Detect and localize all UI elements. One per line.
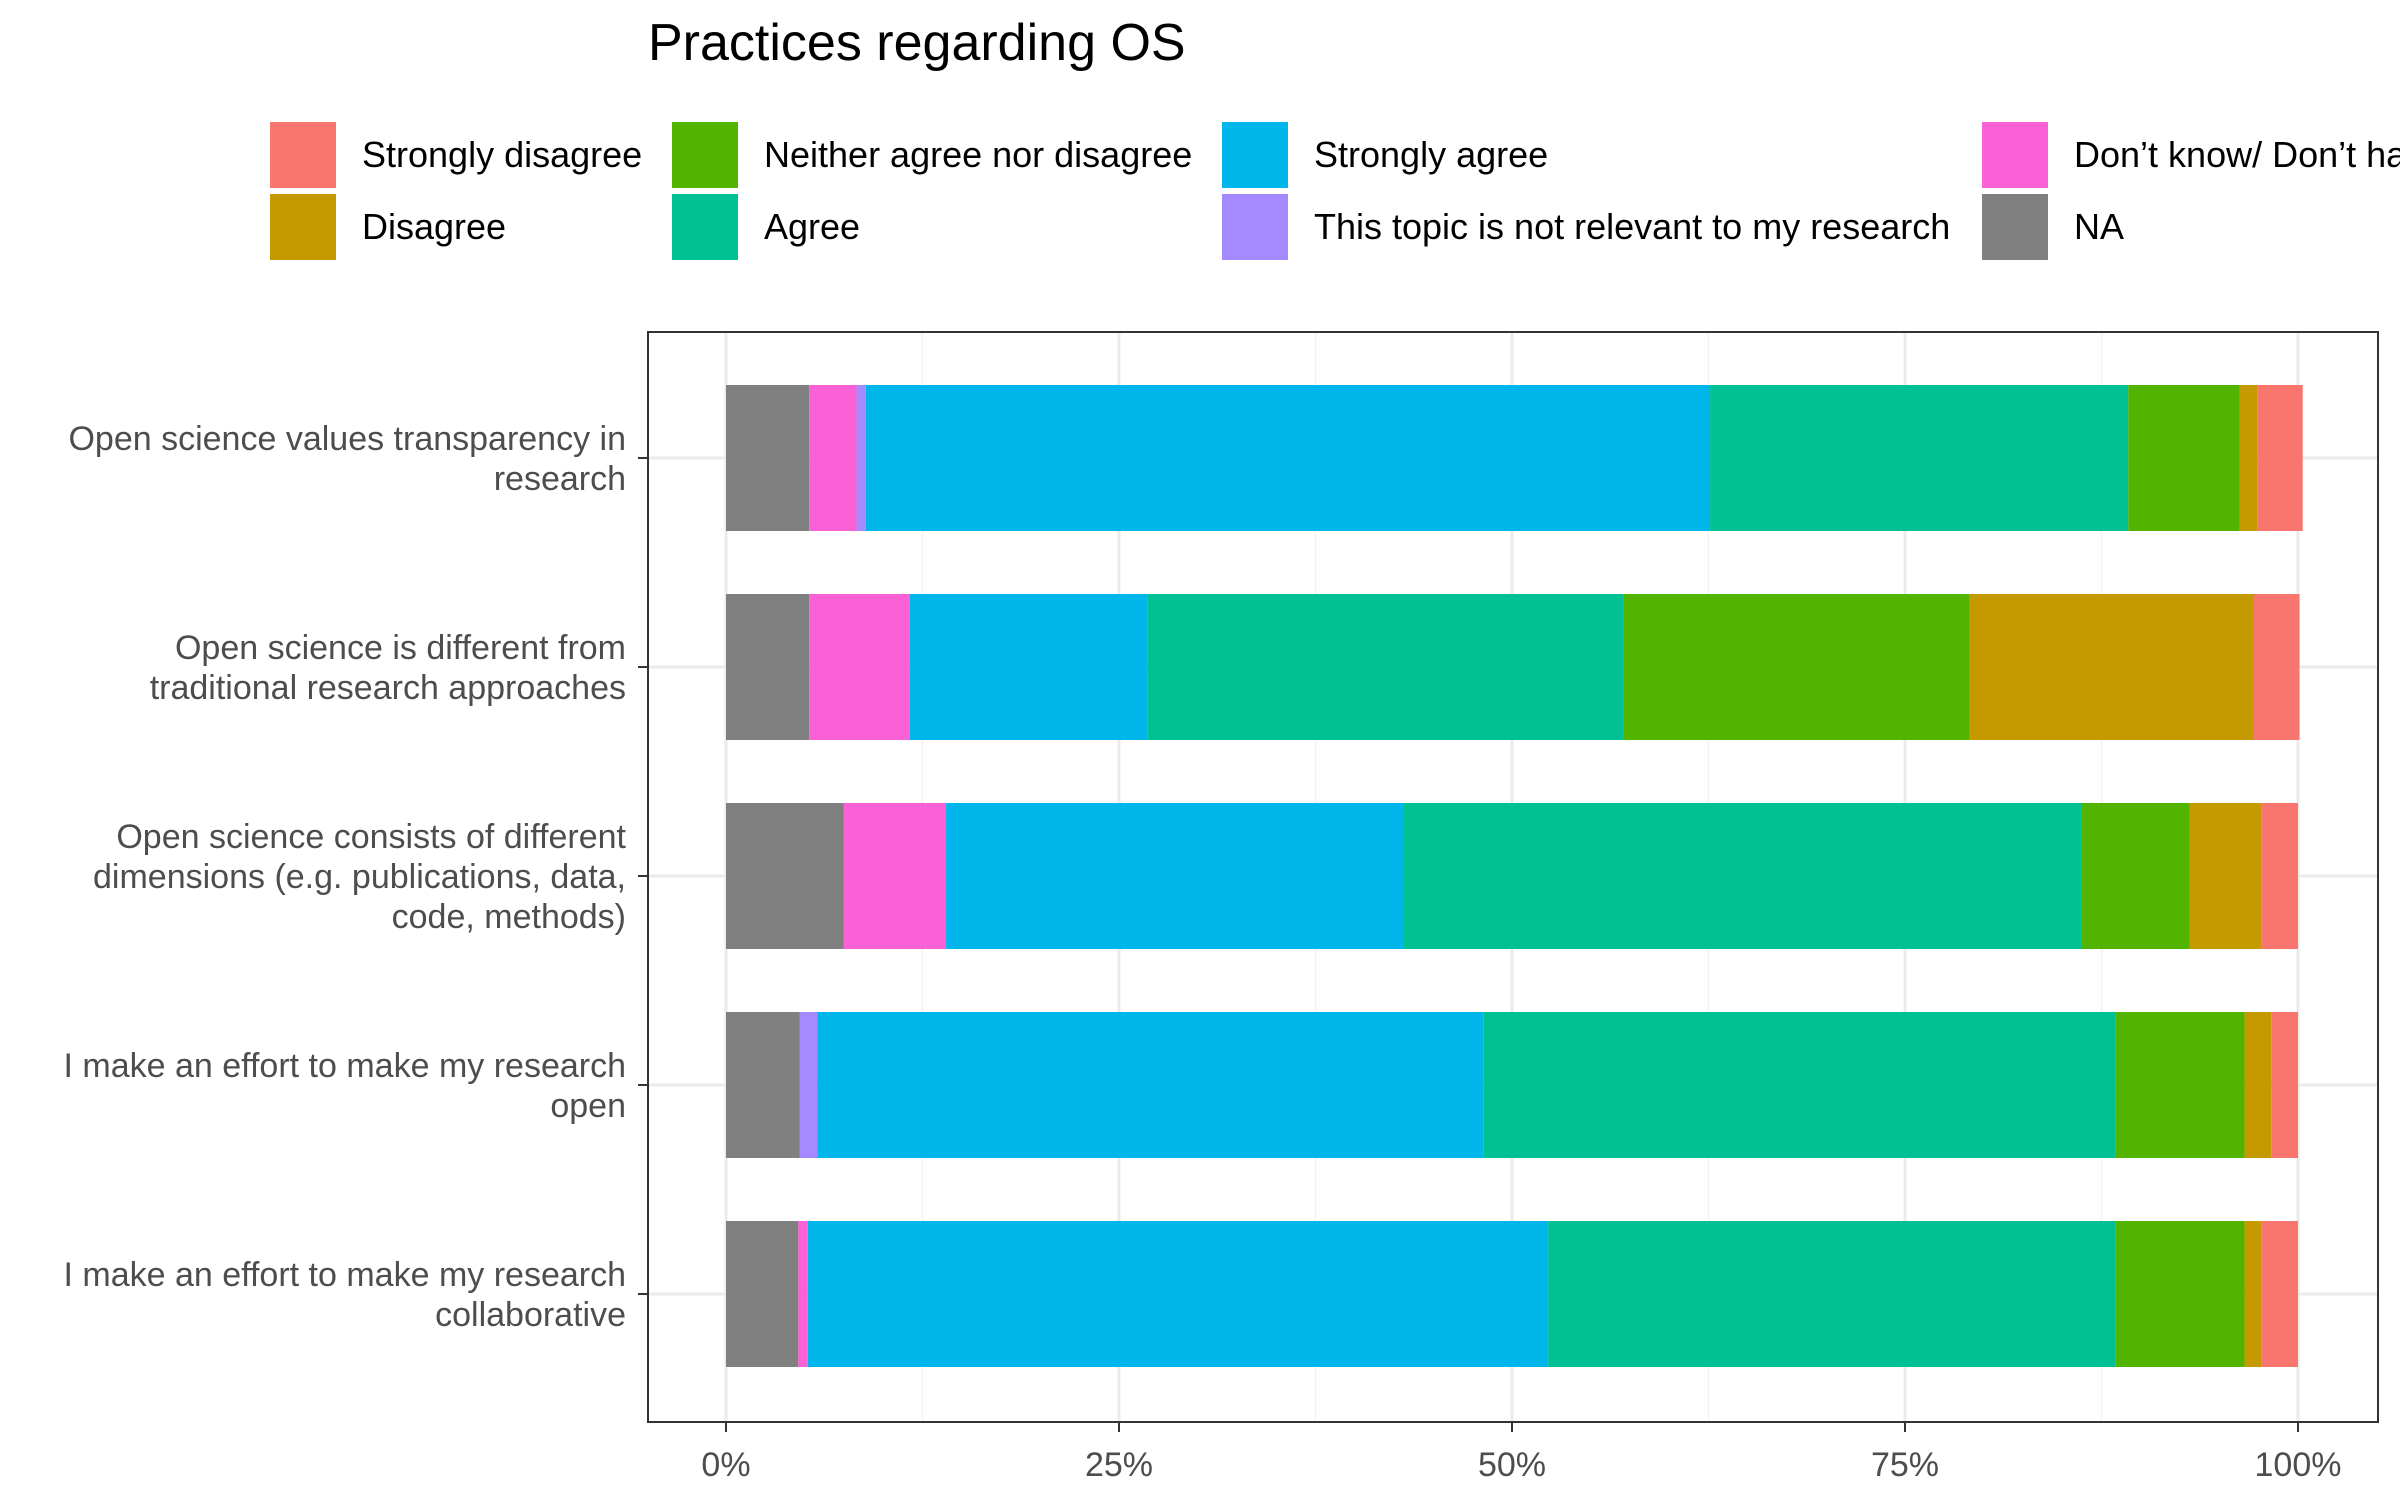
legend-label: Disagree (362, 206, 506, 247)
y-tick-label: I make an effort to make my research coll… (64, 1256, 627, 1334)
y-tick-label-line: traditional research approaches (150, 669, 626, 707)
y-tick-label-line: code, methods) (392, 898, 626, 936)
bar-segment-neither-agree-nor-disagree (2128, 385, 2240, 531)
chart-title: Practices regarding OS (648, 14, 1186, 72)
legend-key-neither-agree-nor-disagree (672, 122, 738, 188)
y-tick-label-line: dimensions (e.g. publications, data, (93, 858, 626, 896)
y-tick-label: I make an effort to make my research open (64, 1047, 627, 1125)
y-tick-label-line: Open science is different from (175, 629, 626, 667)
bar-segment-neither-agree-nor-disagree (1623, 594, 1970, 740)
y-tick-label-line: collaborative (435, 1296, 626, 1334)
bar-segment-na (726, 594, 810, 740)
y-tick-label-line: I make an effort to make my research (64, 1256, 627, 1294)
bars (726, 385, 2303, 1367)
y-tick-label-line: Open science consists of different (116, 818, 626, 856)
legend-key-na (1982, 194, 2048, 260)
bar-segment-agree (1548, 1221, 2116, 1367)
bar-segment-na (726, 385, 810, 531)
bar-segment-don-t-know-don-t-have-an-opinion (843, 803, 947, 949)
bar-segment-don-t-know-don-t-have-an-opinion (798, 1221, 808, 1367)
bar-segment-strongly-agree (909, 594, 1148, 740)
x-tick-label: 75% (1871, 1446, 1939, 1484)
legend-key-strongly-disagree (270, 122, 336, 188)
bar-segment-strongly-disagree (2257, 385, 2303, 531)
legend-key-don-t-know-don-t-have-an-opinion (1982, 122, 2048, 188)
bar-segment-strongly-agree (817, 1012, 1484, 1158)
bar-segment-this-topic-is-not-relevant-to-my-research (856, 385, 866, 531)
bar-segment-na (726, 803, 844, 949)
y-tick-label: Open science values transparency in resea… (68, 420, 626, 498)
y-tick-label: Open science is different from traditiona… (150, 629, 626, 707)
y-tick-label-line: I make an effort to make my research (64, 1047, 627, 1085)
bar-segment-na (726, 1221, 799, 1367)
y-tick-label-line: research (494, 460, 626, 498)
bar-segment-strongly-disagree (2253, 594, 2300, 740)
legend-key-disagree (270, 194, 336, 260)
legend: Strongly disagree Disagree Neither agree n… (270, 122, 2400, 260)
bar-segment-this-topic-is-not-relevant-to-my-research (799, 1012, 818, 1158)
legend-label: This topic is not relevant to my researc… (1314, 206, 1950, 247)
y-tick-label-line: open (550, 1087, 626, 1125)
legend-label: Don’t know/ Don’t have an opinion (2074, 134, 2400, 175)
bar-segment-na (726, 1012, 800, 1158)
legend-key-agree (672, 194, 738, 260)
x-tick-label: 0% (701, 1446, 750, 1484)
y-axis: Open science values transparency in resea… (64, 420, 648, 1334)
legend-key-strongly-agree (1222, 122, 1288, 188)
bar-segment-strongly-disagree (2271, 1012, 2298, 1158)
legend-label: Neither agree nor disagree (764, 134, 1192, 175)
bar-segment-strongly-agree (865, 385, 1711, 531)
bar-segment-strongly-agree (807, 1221, 1549, 1367)
legend-label: NA (2074, 206, 2124, 247)
x-tick-label: 25% (1085, 1446, 1153, 1484)
bar-segment-disagree (2189, 803, 2262, 949)
bar-segment-agree (1147, 594, 1624, 740)
bar-segment-disagree (2244, 1012, 2272, 1158)
x-tick-label: 100% (2255, 1446, 2342, 1484)
y-tick-label: Open science consists of different dimens… (93, 818, 627, 936)
bar-segment-disagree (2239, 385, 2258, 531)
bar-segment-agree (1483, 1012, 2116, 1158)
bar-segment-strongly-disagree (2261, 803, 2298, 949)
x-tick-label: 50% (1478, 1446, 1546, 1484)
bar-segment-disagree (2244, 1221, 2262, 1367)
bar-segment-don-t-know-don-t-have-an-opinion (809, 594, 910, 740)
bar-segment-agree (1710, 385, 2129, 531)
legend-label: Agree (764, 206, 860, 247)
y-tick-label-line: Open science values transparency in (68, 420, 626, 458)
bar-segment-neither-agree-nor-disagree (2115, 1012, 2245, 1158)
bar-segment-neither-agree-nor-disagree (2081, 803, 2190, 949)
bar-segment-disagree (1969, 594, 2254, 740)
bar-segment-neither-agree-nor-disagree (2115, 1221, 2245, 1367)
bar-segment-agree (1403, 803, 2082, 949)
legend-label: Strongly agree (1314, 134, 1548, 175)
bar-segment-strongly-disagree (2261, 1221, 2298, 1367)
bar-segment-strongly-agree (946, 803, 1404, 949)
legend-label: Strongly disagree (362, 134, 642, 175)
x-axis: 0% 25% 50% 75% 100% (701, 1422, 2341, 1484)
legend-key-this-topic-is-not-relevant-to-my-research (1222, 194, 1288, 260)
bar-segment-don-t-know-don-t-have-an-opinion (809, 385, 857, 531)
